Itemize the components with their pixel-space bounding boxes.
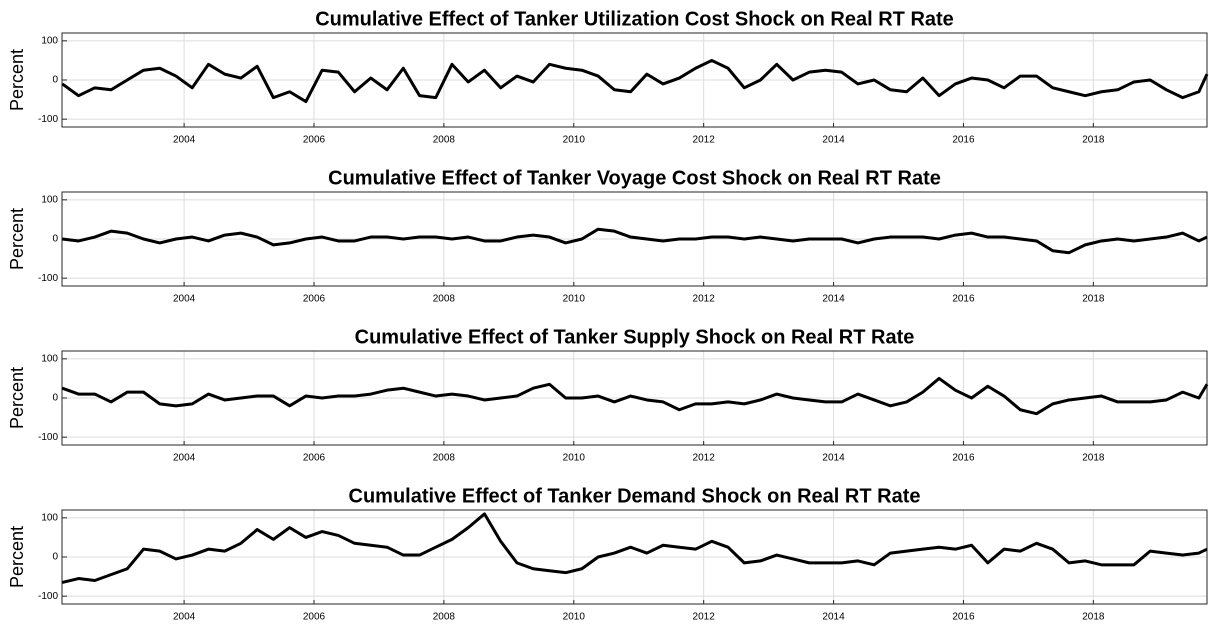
x-tick-label: 2016 bbox=[952, 135, 975, 146]
y-axis-label: Percent bbox=[7, 526, 27, 588]
y-tick-label: -100 bbox=[38, 591, 58, 602]
chart-title: Cumulative Effect of Tanker Utilization … bbox=[315, 8, 954, 30]
subplot: 2004 2006 2008 2010 2012 2014 2016 2018 -100 0 100… bbox=[7, 8, 1209, 146]
subplot: 2004 2006 2008 2010 2012 2014 2016 2018 -100 0 100… bbox=[7, 326, 1209, 464]
x-tick-label: 2018 bbox=[1082, 612, 1105, 623]
y-tick-label: 0 bbox=[52, 393, 58, 404]
x-tick-label: 2010 bbox=[563, 453, 586, 464]
x-tick-label: 2006 bbox=[303, 612, 326, 623]
x-tick-label: 2012 bbox=[693, 135, 716, 146]
x-tick-label: 2018 bbox=[1082, 453, 1105, 464]
axes-frame bbox=[61, 350, 1208, 446]
y-tick-label: 0 bbox=[52, 75, 58, 86]
x-tick-label: 2016 bbox=[952, 612, 975, 623]
x-tick-label: 2006 bbox=[303, 453, 326, 464]
subplot: 2004 2006 2008 2010 2012 2014 2016 2018 -100 0 100… bbox=[7, 485, 1208, 623]
x-tick-label: 2008 bbox=[433, 612, 456, 623]
x-tick-label: 2010 bbox=[563, 294, 586, 305]
x-tick-label: 2004 bbox=[173, 135, 196, 146]
axes-frame bbox=[61, 191, 1208, 287]
x-tick-label: 2012 bbox=[693, 294, 716, 305]
x-tick-label: 2012 bbox=[693, 453, 716, 464]
x-tick-label: 2006 bbox=[303, 135, 326, 146]
x-tick-label: 2010 bbox=[563, 135, 586, 146]
y-tick-label: 100 bbox=[41, 194, 58, 205]
y-tick-label: 100 bbox=[41, 35, 58, 46]
data-line bbox=[61, 512, 1208, 584]
chart-title: Cumulative Effect of Tanker Demand Shock… bbox=[349, 485, 921, 507]
y-axis-label: Percent bbox=[7, 367, 27, 429]
y-tick-label: -100 bbox=[38, 432, 58, 443]
x-tick-label: 2008 bbox=[433, 294, 456, 305]
x-tick-label: 2016 bbox=[952, 453, 975, 464]
chart-title: Cumulative Effect of Tanker Voyage Cost … bbox=[328, 167, 941, 189]
y-tick-label: 0 bbox=[52, 552, 58, 563]
x-tick-label: 2014 bbox=[822, 135, 845, 146]
x-tick-label: 2004 bbox=[173, 294, 196, 305]
x-tick-label: 2016 bbox=[952, 294, 975, 305]
x-tick-label: 2004 bbox=[173, 453, 196, 464]
subplot: 2004 2006 2008 2010 2012 2014 2016 2018 -100 0 100… bbox=[7, 167, 1208, 305]
y-tick-label: 100 bbox=[41, 353, 58, 364]
x-tick-label: 2014 bbox=[822, 294, 845, 305]
x-tick-label: 2014 bbox=[822, 453, 845, 464]
y-axis-label: Percent bbox=[7, 49, 27, 111]
chart-title: Cumulative Effect of Tanker Supply Shock… bbox=[355, 326, 915, 348]
data-line bbox=[61, 58, 1209, 104]
y-tick-label: 0 bbox=[52, 234, 58, 245]
x-tick-label: 2006 bbox=[303, 294, 326, 305]
x-tick-label: 2018 bbox=[1082, 135, 1105, 146]
x-tick-label: 2004 bbox=[173, 612, 196, 623]
x-tick-label: 2012 bbox=[693, 612, 716, 623]
x-tick-label: 2018 bbox=[1082, 294, 1105, 305]
y-axis-label: Percent bbox=[7, 208, 27, 270]
x-tick-label: 2014 bbox=[822, 612, 845, 623]
x-tick-label: 2008 bbox=[433, 453, 456, 464]
y-tick-label: 100 bbox=[41, 512, 58, 523]
data-line bbox=[62, 227, 1208, 255]
y-tick-label: -100 bbox=[38, 273, 58, 284]
x-tick-label: 2008 bbox=[433, 135, 456, 146]
y-tick-label: -100 bbox=[38, 114, 58, 125]
axes-frame bbox=[61, 32, 1208, 128]
x-tick-label: 2010 bbox=[563, 612, 586, 623]
data-line bbox=[61, 376, 1209, 416]
axes-frame bbox=[61, 509, 1208, 605]
